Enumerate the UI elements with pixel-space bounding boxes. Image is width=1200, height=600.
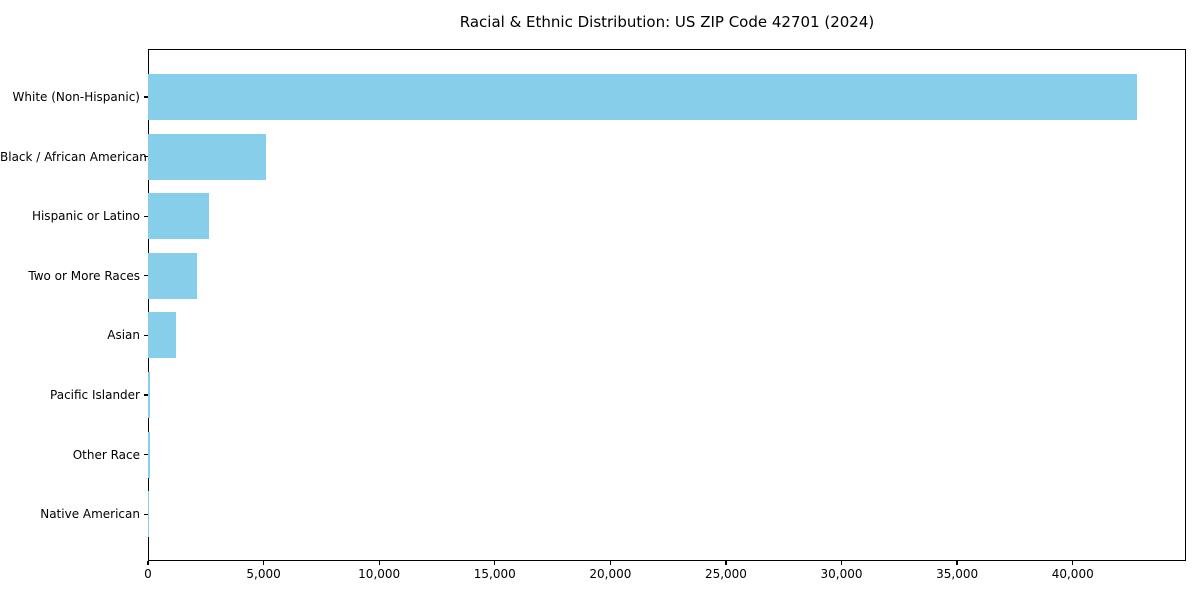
x-tick-label: 5,000 [246,567,281,581]
y-tick-mark [144,453,148,456]
y-tick-mark [144,96,148,98]
x-tick-label: 25,000 [704,567,747,581]
bar [148,193,210,240]
x-tick-mark [956,561,958,565]
y-tick-label: Asian [107,328,140,343]
x-tick-mark [494,561,496,565]
x-tick-label: 30,000 [820,567,863,581]
chart-title: Racial & Ethnic Distribution: US ZIP Cod… [459,13,875,31]
x-tick-label: 40,000 [1051,567,1094,581]
y-tick-label: Native American [40,507,140,522]
y-tick-mark [144,275,148,277]
x-tick-mark [840,561,843,565]
bar [148,491,150,538]
bar [148,372,151,418]
x-tick-label: 0 [144,567,152,581]
x-tick-mark [378,561,380,565]
bar [148,252,197,299]
x-tick-mark [725,561,727,565]
y-tick-label: White (Non-Hispanic) [12,90,140,104]
y-tick-mark [144,334,148,337]
x-tick-mark [1072,561,1074,565]
x-tick-label: 10,000 [358,567,401,581]
y-tick-label: Black / African American [0,149,147,164]
y-tick-mark [144,513,148,515]
y-tick-mark [144,394,148,396]
x-tick-mark [147,561,149,565]
x-tick-label: 35,000 [936,567,979,581]
x-tick-mark [262,561,265,565]
y-tick-mark [144,155,148,158]
x-tick-label: 20,000 [589,567,632,581]
bar [148,133,266,180]
bar [148,431,150,478]
bar [148,74,1137,120]
y-tick-mark [144,215,148,217]
x-tick-label: 15,000 [473,567,516,581]
y-tick-label: Two or More Races [28,268,140,283]
bar [148,312,176,359]
plot-area [148,49,1186,561]
y-tick-label: Pacific Islander [50,388,140,402]
x-tick-mark [609,561,611,565]
y-tick-label: Hispanic or Latino [31,209,140,224]
y-tick-label: Other Race [72,447,140,462]
